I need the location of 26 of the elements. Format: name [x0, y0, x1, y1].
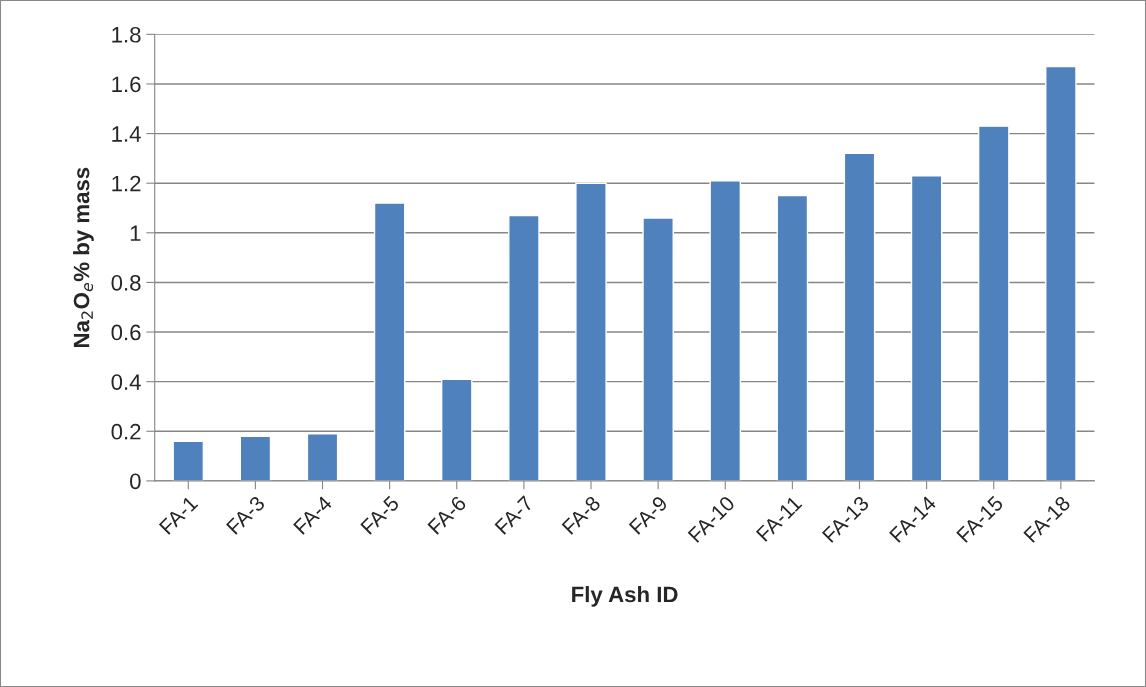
y-tick-label: 1.4	[112, 126, 141, 142]
bar	[1045, 65, 1077, 481]
bar	[440, 378, 473, 481]
bar	[977, 125, 1010, 481]
y-tick-label: 1	[130, 225, 141, 241]
x-axis-title: Fly Ash ID	[572, 586, 678, 607]
bar	[776, 194, 809, 481]
y-tick-label: 1.8	[112, 26, 141, 43]
bar	[642, 217, 674, 481]
bar	[373, 202, 406, 481]
y-tick-label: 0.8	[111, 274, 141, 291]
y-tick-label: 0	[130, 473, 141, 490]
y-axis-title: Na$_{2}$O$_{e}$% by mass	[73, 167, 94, 348]
y-tick-label: 1.2	[112, 175, 141, 192]
y-tick-label: 1.6	[112, 76, 141, 93]
bar	[306, 433, 339, 481]
bar	[508, 214, 540, 481]
bar	[172, 440, 205, 481]
y-tick-label: 0.4	[111, 374, 141, 390]
bar	[910, 175, 943, 481]
bar	[239, 435, 272, 481]
bar	[709, 180, 742, 481]
bar	[843, 152, 876, 481]
y-tick-label: 0.6	[111, 324, 141, 341]
y-tick-label: 0.2	[111, 423, 141, 440]
bar	[575, 182, 607, 481]
